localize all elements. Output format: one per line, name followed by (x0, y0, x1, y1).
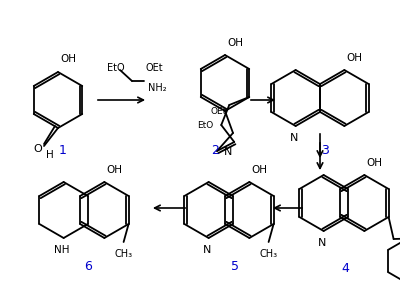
Text: OH: OH (106, 165, 122, 175)
Text: CH₃: CH₃ (114, 249, 133, 259)
Text: N: N (290, 133, 298, 143)
Text: OH: OH (227, 38, 243, 48)
Text: 6: 6 (84, 259, 92, 272)
Text: OEt: OEt (211, 107, 227, 116)
Text: 4: 4 (341, 262, 349, 276)
Text: EtO: EtO (107, 63, 125, 73)
Text: CH₃: CH₃ (260, 249, 278, 259)
Text: 5: 5 (231, 259, 239, 272)
Text: 2: 2 (211, 145, 219, 158)
Text: OH: OH (346, 53, 362, 63)
Text: OEt: OEt (145, 63, 163, 73)
Text: OH: OH (251, 165, 267, 175)
Text: NH₂: NH₂ (148, 83, 167, 93)
Text: EtO: EtO (197, 120, 213, 130)
Text: N: N (224, 147, 232, 157)
Text: N: N (318, 238, 326, 248)
Text: NH: NH (54, 245, 69, 255)
Text: 3: 3 (321, 145, 329, 158)
Text: OH: OH (366, 158, 382, 168)
Text: N: N (202, 245, 211, 255)
Text: O: O (33, 144, 42, 154)
Text: OH: OH (60, 54, 76, 64)
Text: H: H (46, 150, 54, 160)
Text: 1: 1 (59, 143, 67, 156)
